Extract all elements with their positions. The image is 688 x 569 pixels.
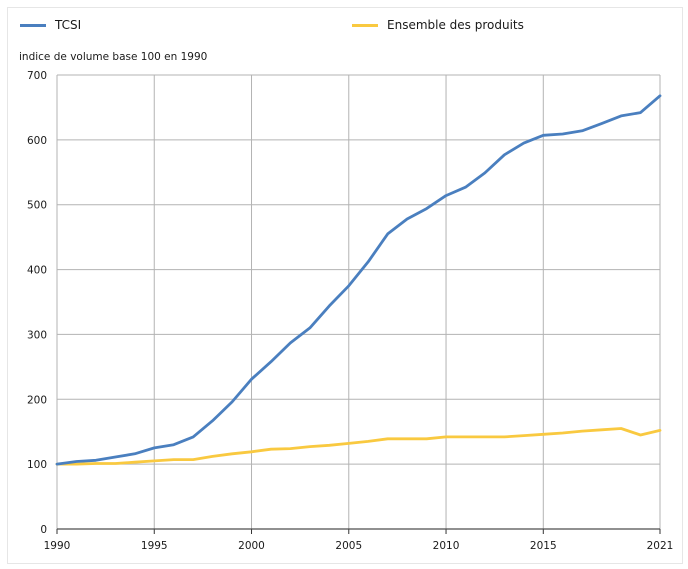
legend-swatch-ensemble bbox=[352, 23, 378, 27]
x-tick-label: 2010 bbox=[433, 540, 460, 552]
y-tick-label: 600 bbox=[27, 135, 47, 147]
series-line-ensemble bbox=[55, 427, 662, 466]
y-tick-label: 700 bbox=[27, 70, 47, 82]
y-tick-label: 0 bbox=[40, 524, 47, 536]
legend-item-tcsi: TCSI bbox=[20, 18, 81, 32]
x-tick-label: 2000 bbox=[238, 540, 265, 552]
series-line-tcsi bbox=[55, 94, 662, 466]
x-tick-label: 2015 bbox=[530, 540, 557, 552]
legend-item-ensemble: Ensemble des produits bbox=[352, 18, 524, 32]
x-tick-label: 2005 bbox=[335, 540, 362, 552]
y-tick-label: 200 bbox=[27, 394, 47, 406]
legend-swatch-tcsi bbox=[20, 23, 46, 27]
x-tick-label: 1995 bbox=[141, 540, 168, 552]
legend-label-tcsi: TCSI bbox=[55, 18, 82, 32]
chart-frame bbox=[7, 7, 683, 564]
y-tick-label: 100 bbox=[27, 459, 47, 471]
y-tick-label: 400 bbox=[27, 265, 47, 277]
y-tick-label: 500 bbox=[27, 200, 47, 212]
legend-label-ensemble: Ensemble des produits bbox=[387, 18, 524, 32]
x-tick-label: 1990 bbox=[44, 540, 71, 552]
y-tick-label: 300 bbox=[27, 329, 47, 341]
x-tick-label: 2021 bbox=[647, 540, 674, 552]
y-axis-label: indice de volume base 100 en 1990 bbox=[19, 51, 208, 63]
